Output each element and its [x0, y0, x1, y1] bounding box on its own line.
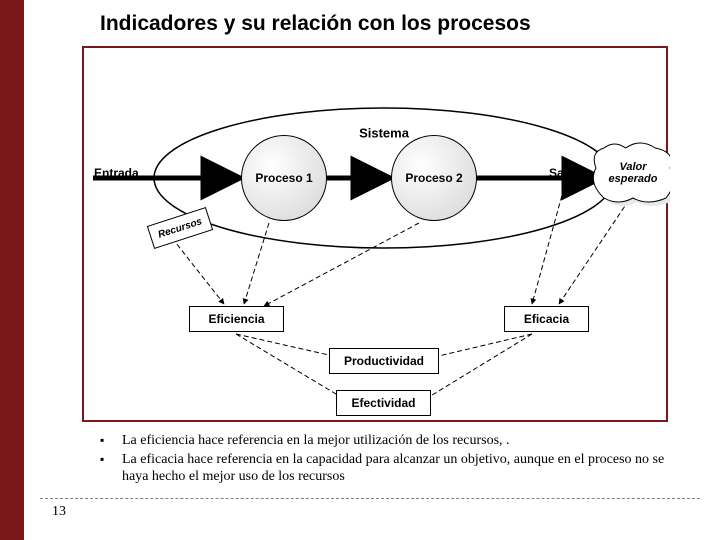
slide-title: Indicadores y su relación con los proces…	[100, 12, 531, 36]
entrada-label: Entrada	[94, 166, 139, 180]
valor-esperado-node: Valor esperado	[596, 148, 670, 198]
bullet-item: La eficacia hace referencia en la capaci…	[100, 451, 670, 485]
eficiencia-text: Eficiencia	[208, 312, 264, 326]
salida-label: Salida	[549, 166, 584, 180]
diagram-frame: Sistema Entrada Salida Proceso 1 Proceso…	[82, 46, 668, 422]
page-number: 13	[52, 504, 66, 520]
proceso2-text: Proceso 2	[405, 171, 462, 185]
eficacia-node: Eficacia	[504, 306, 589, 332]
efectividad-text: Efectividad	[351, 396, 415, 410]
valor-esperado-text: Valor esperado	[596, 161, 670, 185]
proceso2-node: Proceso 2	[391, 135, 477, 221]
productividad-node: Productividad	[329, 348, 439, 374]
sistema-label: Sistema	[359, 126, 409, 141]
footer-divider	[40, 498, 700, 499]
eficacia-text: Eficacia	[524, 312, 569, 326]
bullet-item: La eficiencia hace referencia en la mejo…	[100, 432, 670, 449]
sidebar-accent	[0, 0, 24, 540]
bullet-list: La eficiencia hace referencia en la mejo…	[100, 432, 670, 487]
eficiencia-node: Eficiencia	[189, 306, 284, 332]
productividad-text: Productividad	[344, 354, 424, 368]
slide: Indicadores y su relación con los proces…	[0, 0, 720, 540]
proceso1-node: Proceso 1	[241, 135, 327, 221]
efectividad-node: Efectividad	[336, 390, 431, 416]
proceso1-text: Proceso 1	[255, 171, 312, 185]
